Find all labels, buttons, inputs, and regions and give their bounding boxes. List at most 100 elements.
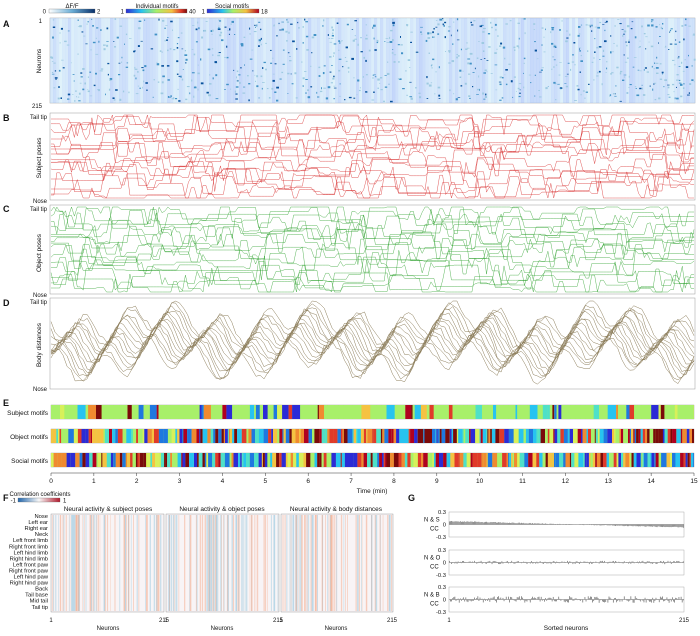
cc-column <box>130 515 132 611</box>
cc-column <box>374 515 376 611</box>
g-correlation-bar <box>462 598 463 600</box>
heatmap-cell <box>669 29 672 32</box>
g-correlation-bar <box>664 562 666 565</box>
heatmap-cell <box>619 72 622 75</box>
motif-row-object: Object motifs <box>10 434 49 441</box>
heatmap-cell <box>437 86 441 89</box>
heatmap-column <box>131 18 135 103</box>
motif-segment <box>249 453 255 467</box>
g-correlation-bar <box>525 561 527 563</box>
motif-segment <box>273 405 278 419</box>
g-correlation-bar <box>635 524 637 527</box>
heatmap-cell <box>298 27 300 29</box>
motif-segment <box>394 405 396 419</box>
heatmap-column <box>293 18 297 103</box>
heatmap-column <box>392 18 396 103</box>
heatmap-cell <box>502 46 506 49</box>
heatmap-cell <box>664 79 667 81</box>
heatmap-cell <box>214 61 217 64</box>
g-correlation-bar <box>489 522 491 525</box>
heatmap-cell <box>289 56 291 57</box>
g-correlation-bar <box>605 599 607 602</box>
heatmap-cell <box>279 29 282 31</box>
motif-segment <box>287 453 291 467</box>
motif-segment <box>324 405 328 419</box>
cc-column <box>171 515 173 611</box>
g-correlation-bar <box>577 562 579 564</box>
f2-xtick-first: 1 <box>164 618 168 624</box>
heatmap-cell <box>654 99 657 101</box>
motif-segment <box>519 453 525 467</box>
motif-segment <box>383 453 386 467</box>
pose-row-label: Left front limb <box>13 538 48 544</box>
g-correlation-bar <box>673 524 674 527</box>
heatmap-column <box>449 18 453 103</box>
heatmap-column <box>569 18 573 103</box>
heatmap-cell <box>678 56 680 58</box>
heatmap-cell <box>390 29 393 32</box>
g-correlation-bar <box>572 599 574 601</box>
cc-column <box>169 515 171 611</box>
heatmap-cell <box>165 25 168 26</box>
cc-column <box>92 515 94 611</box>
heatmap-cell <box>67 98 70 100</box>
motif-segment <box>130 453 133 467</box>
heatmap-cell <box>301 61 303 63</box>
body-distance-trace <box>50 309 695 357</box>
heatmap-cell <box>453 93 455 95</box>
g-correlation-bar <box>550 598 552 600</box>
g-correlation-bar <box>483 598 485 600</box>
motif-segment <box>385 453 387 467</box>
pose-row-label: Left front paw <box>13 562 49 568</box>
g-correlation-bar <box>473 599 474 601</box>
subject-pose-trace <box>51 120 694 147</box>
cc-column <box>314 515 317 611</box>
cc-column <box>55 515 57 611</box>
heatmap-cell <box>425 39 428 42</box>
heatmap-column <box>92 18 96 103</box>
heatmap-cell <box>106 44 109 47</box>
motif-segment <box>497 453 503 467</box>
g-correlation-bar <box>454 521 456 525</box>
heatmap-cell <box>457 29 459 32</box>
heatmap-column <box>674 18 678 103</box>
g-correlation-bar <box>491 522 493 525</box>
motif-segment <box>268 429 272 443</box>
heatmap-cell <box>339 41 342 43</box>
g-correlation-bar <box>674 524 675 527</box>
g-correlation-bar <box>602 524 603 526</box>
g-correlation-bar <box>497 522 498 525</box>
motif-segment <box>638 429 641 443</box>
heatmap-column <box>377 18 381 103</box>
heatmap-cell <box>673 91 675 93</box>
heatmap-cell <box>106 27 109 30</box>
heatmap-cell <box>287 72 290 75</box>
heatmap-cell <box>566 30 568 32</box>
motif-segment <box>480 429 483 443</box>
heatmap-column <box>326 18 330 103</box>
motif-segment <box>175 429 178 443</box>
g-correlation-bar <box>646 598 648 600</box>
g-correlation-bar <box>642 599 644 601</box>
cc-column <box>212 515 213 611</box>
heatmap-cell <box>553 81 556 84</box>
motif-segment <box>366 429 368 443</box>
motif-segment <box>529 405 538 419</box>
heatmap-cell <box>259 42 261 44</box>
heatmap-cell <box>158 18 160 21</box>
heatmap-cell <box>675 39 677 41</box>
heatmap-column <box>401 18 405 103</box>
heatmap-cell <box>683 38 685 41</box>
heatmap-cell <box>72 74 75 75</box>
heatmap-cell <box>474 67 476 70</box>
motif-segment <box>439 453 444 467</box>
heatmap-cell <box>599 59 601 60</box>
motif-segment <box>113 405 120 419</box>
heatmap-cell <box>125 66 129 68</box>
g-correlation-bar <box>551 599 553 602</box>
motif-segment <box>463 453 467 467</box>
f-xaxis-1: 1 215 Neurons <box>49 618 169 632</box>
g-correlation-bar <box>590 561 591 563</box>
g-correlation-bar <box>609 524 611 526</box>
heatmap-cell <box>144 65 147 68</box>
